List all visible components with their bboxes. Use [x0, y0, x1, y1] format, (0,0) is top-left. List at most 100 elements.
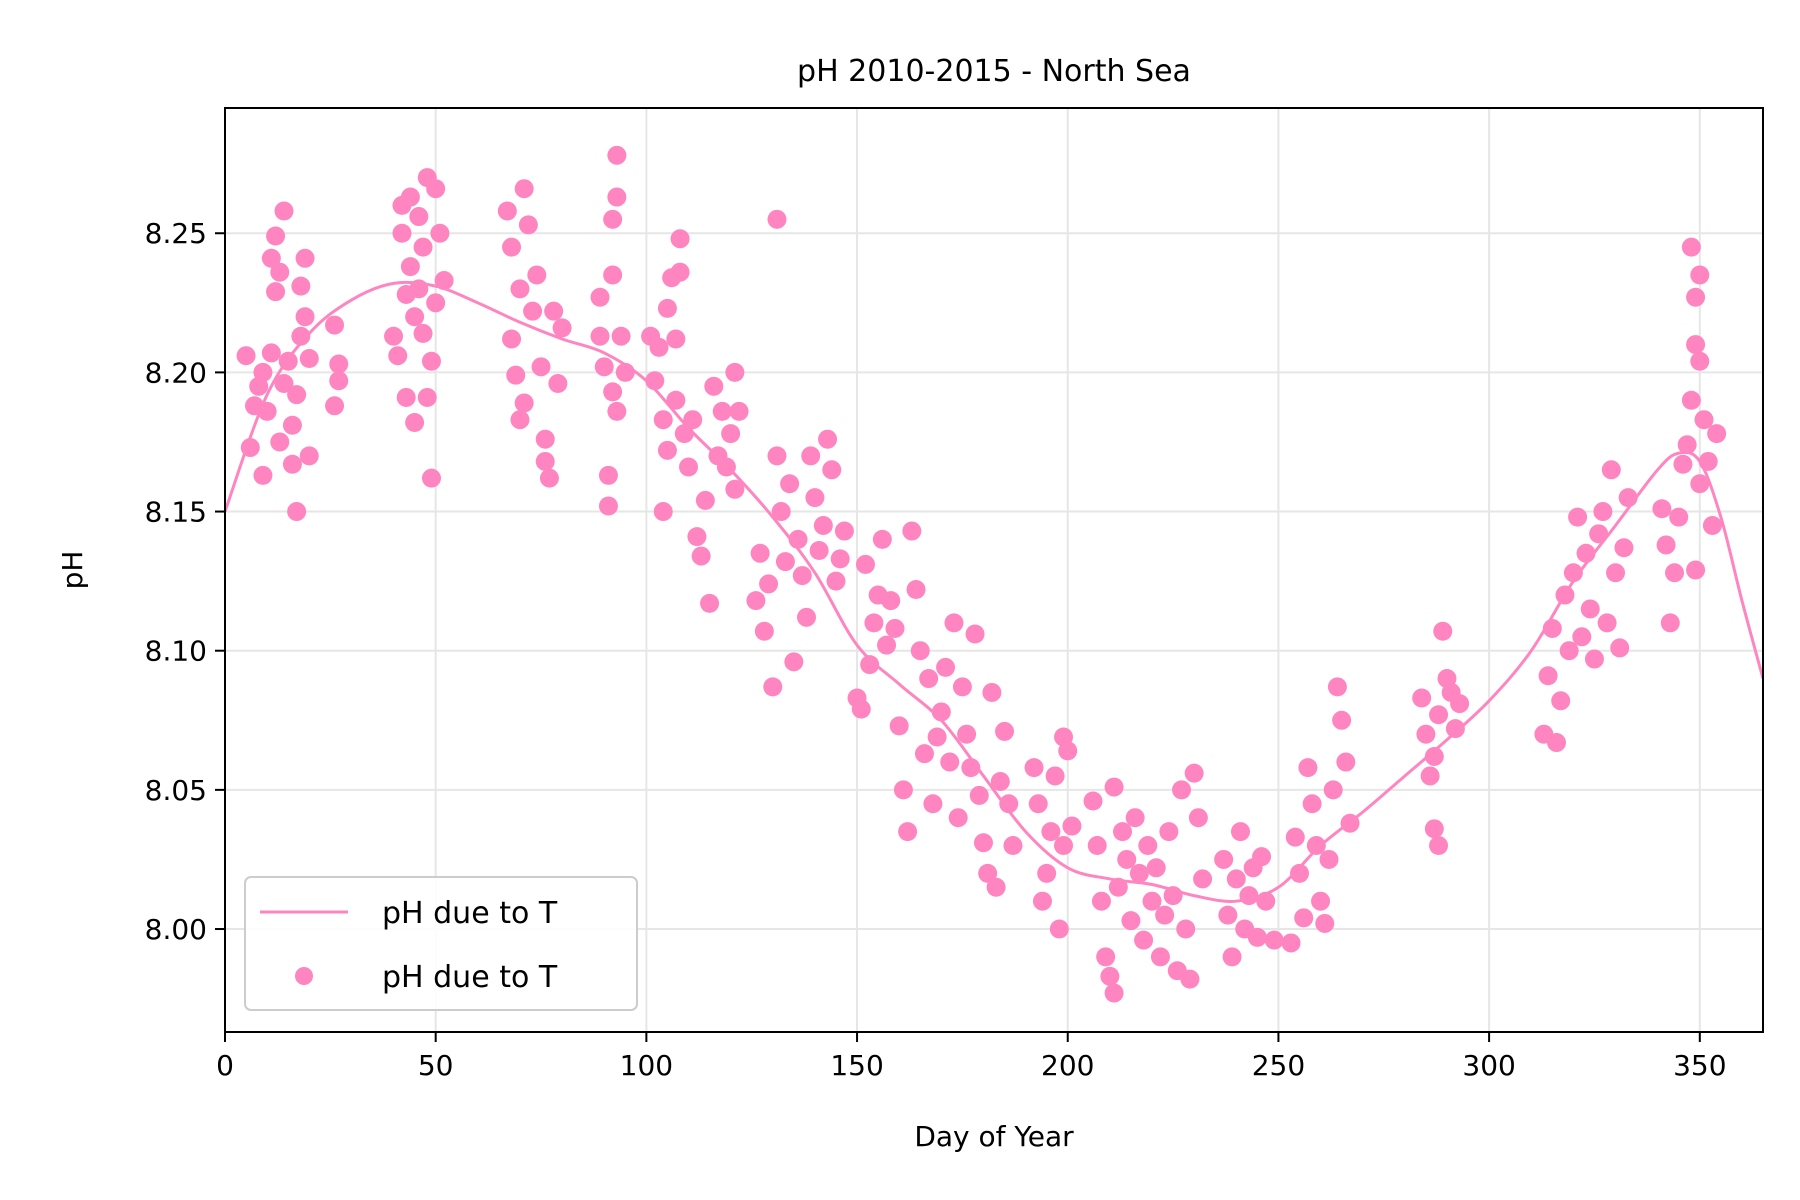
scatter-point	[611, 326, 631, 346]
x-tick-label: 0	[216, 1049, 234, 1082]
scatter-point	[299, 446, 319, 466]
scatter-point	[274, 374, 294, 394]
scatter-point	[1589, 524, 1609, 544]
scatter-point	[1226, 869, 1246, 889]
scatter-point	[982, 682, 1002, 702]
scatter-point	[657, 298, 677, 318]
scatter-point	[919, 669, 939, 689]
scatter-point	[1028, 794, 1048, 814]
scatter-point	[1601, 460, 1621, 480]
scatter-point	[1568, 507, 1588, 527]
x-tick-label: 300	[1462, 1049, 1515, 1082]
scatter-point	[1172, 780, 1192, 800]
y-axis: 8.00 8.05 8.10 8.15 8.20 8.25	[145, 217, 225, 946]
y-tick-label: 8.00	[145, 913, 207, 946]
scatter-point	[552, 318, 572, 338]
scatter-point	[325, 396, 345, 416]
y-axis-label: pH	[56, 551, 89, 590]
scatter-point	[910, 641, 930, 661]
scatter-point	[388, 346, 408, 366]
scatter-point	[1686, 560, 1706, 580]
legend-marker-label: pH due to T	[382, 960, 558, 995]
scatter-point	[944, 613, 964, 633]
x-tick-label: 250	[1252, 1049, 1305, 1082]
x-tick-label: 150	[830, 1049, 883, 1082]
scatter-point	[885, 618, 905, 638]
scatter-point	[877, 635, 897, 655]
scatter-point	[763, 677, 783, 697]
scatter-point	[666, 390, 686, 410]
scatter-point	[603, 209, 623, 229]
scatter-point	[1429, 705, 1449, 725]
scatter-point	[603, 265, 623, 285]
scatter-point	[270, 432, 290, 452]
scatter-point	[1045, 766, 1065, 786]
scatter-point	[860, 655, 880, 675]
scatter-point	[784, 652, 804, 672]
y-tick-label: 8.15	[145, 496, 207, 529]
scatter-point	[607, 187, 627, 207]
scatter-point	[775, 552, 795, 572]
scatter-point	[725, 362, 745, 382]
scatter-point	[653, 410, 673, 430]
scatter-point	[1108, 877, 1128, 897]
scatter-point	[1037, 863, 1057, 883]
scatter-point	[1702, 515, 1722, 535]
scatter-point	[1121, 911, 1141, 931]
scatter-point	[822, 460, 842, 480]
scatter-point	[1285, 827, 1305, 847]
scatter-point	[729, 401, 749, 421]
scatter-point	[902, 521, 922, 541]
scatter-point	[1083, 791, 1103, 811]
scatter-point	[1614, 538, 1634, 558]
plot-frame	[224, 107, 1764, 1033]
scatter-point	[384, 326, 404, 346]
scatter-point	[1323, 780, 1343, 800]
scatter-point	[1150, 947, 1170, 967]
scatter-point	[657, 440, 677, 460]
scatter-point	[986, 877, 1006, 897]
scatter-point	[1593, 502, 1613, 522]
scatter-point	[1656, 535, 1676, 555]
scatter-point	[889, 716, 909, 736]
scatter-point	[1113, 822, 1133, 842]
scatter-point	[421, 351, 441, 371]
scatter-point	[872, 529, 892, 549]
scatter-point	[1652, 499, 1672, 519]
scatter-point	[1058, 741, 1078, 761]
scatter-point	[999, 794, 1019, 814]
scatter-point	[1665, 563, 1685, 583]
scatter-point	[405, 412, 425, 432]
scatter-point	[1218, 905, 1238, 925]
scatter-point	[329, 371, 349, 391]
scatter-point	[510, 410, 530, 430]
scatter-point	[1142, 891, 1162, 911]
scatter-point	[1690, 351, 1710, 371]
scatter-point	[1420, 766, 1440, 786]
scatter-point	[864, 613, 884, 633]
scatter-point	[1686, 335, 1706, 355]
plot-area	[225, 145, 1763, 1003]
scatter-point	[329, 354, 349, 374]
scatter-point	[952, 677, 972, 697]
scatter-point	[1315, 913, 1335, 933]
scatter-point	[514, 393, 534, 413]
scatter-point	[1424, 746, 1444, 766]
scatter-point	[809, 541, 829, 561]
scatter-point	[1306, 836, 1326, 856]
scatter-point	[1424, 819, 1444, 839]
scatter-point	[1445, 719, 1465, 739]
scatter-point	[531, 357, 551, 377]
scatter-point	[261, 343, 281, 363]
scatter-point	[295, 248, 315, 268]
scatter-point	[1433, 621, 1453, 641]
scatter-point	[725, 479, 745, 499]
scatter-point	[923, 794, 943, 814]
legend-box	[244, 876, 638, 1011]
scatter-point	[261, 248, 281, 268]
scatter-point	[1100, 966, 1120, 986]
scatter-point	[598, 465, 618, 485]
scatter-point	[1281, 933, 1301, 953]
scatter-point	[426, 293, 446, 313]
x-tick-label: 100	[620, 1049, 673, 1082]
